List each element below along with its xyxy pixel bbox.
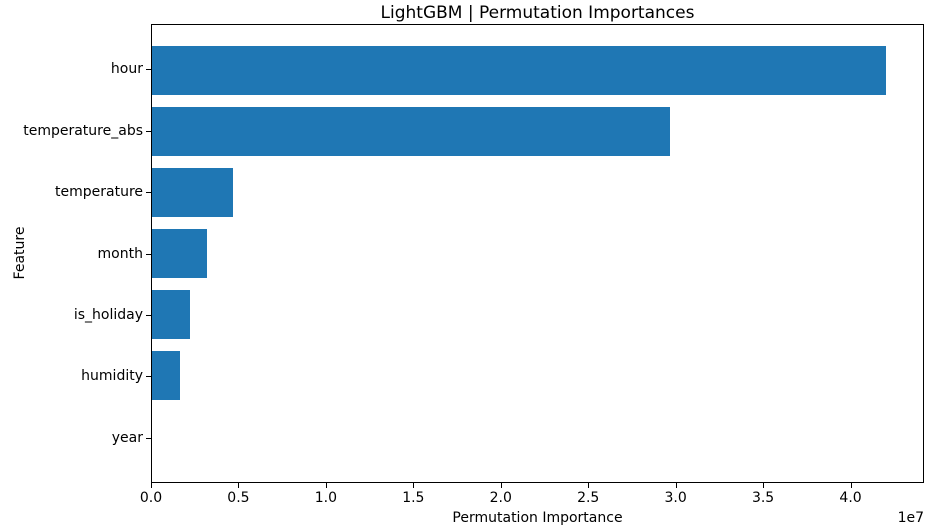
x-tick-label-1.0: 1.0 bbox=[314, 490, 337, 506]
y-tick-label-humidity: humidity bbox=[81, 368, 143, 385]
x-tick-label-1.5: 1.5 bbox=[402, 490, 425, 506]
y-tick-mark bbox=[146, 254, 151, 255]
bar-temperature bbox=[152, 167, 234, 217]
x-tick-label-3.5: 3.5 bbox=[751, 490, 775, 506]
x-tick-mark bbox=[676, 483, 677, 488]
bar-hour bbox=[152, 45, 887, 95]
x-tick-mark bbox=[851, 483, 852, 488]
y-tick-label-month: month bbox=[97, 245, 143, 262]
bar-month bbox=[152, 229, 208, 278]
y-tick-mark bbox=[146, 376, 151, 377]
y-tick-label-hour: hour bbox=[110, 61, 143, 78]
x-tick-mark bbox=[501, 483, 502, 488]
x-tick-mark bbox=[763, 483, 764, 488]
x-tick-label-2.5: 2.5 bbox=[577, 490, 600, 506]
x-tick-label-0.0: 0.0 bbox=[139, 490, 163, 506]
y-tick-mark bbox=[146, 315, 151, 316]
x-tick-mark bbox=[151, 483, 152, 488]
bar-is_holiday bbox=[152, 290, 191, 340]
y-tick-mark bbox=[146, 438, 151, 439]
x-tick-mark bbox=[588, 483, 589, 488]
x-tick-label-0.5: 0.5 bbox=[227, 490, 250, 506]
y-tick-mark bbox=[146, 131, 151, 132]
bar-humidity bbox=[152, 351, 181, 401]
y-tick-label-is_holiday: is_holiday bbox=[73, 306, 143, 323]
x-axis-label: Permutation Importance bbox=[452, 510, 623, 526]
y-tick-mark bbox=[146, 69, 151, 70]
x-tick-label-4.0: 4.0 bbox=[839, 490, 862, 506]
x-tick-label-3.0: 3.0 bbox=[664, 490, 687, 506]
x-tick-mark bbox=[413, 483, 414, 488]
chart-title: LightGBM | Permutation Importances bbox=[380, 3, 695, 23]
x-tick-label-2.0: 2.0 bbox=[489, 490, 512, 506]
y-tick-mark bbox=[146, 192, 151, 193]
plot-area bbox=[151, 24, 924, 483]
y-tick-label-temperature_abs: temperature_abs bbox=[23, 122, 143, 139]
y-tick-label-temperature: temperature bbox=[55, 184, 143, 201]
y-tick-label-year: year bbox=[111, 429, 143, 446]
bar-temperature_abs bbox=[152, 106, 671, 156]
x-tick-mark bbox=[238, 483, 239, 488]
x-axis-offset-text: 1e7 bbox=[897, 510, 924, 526]
x-tick-mark bbox=[326, 483, 327, 488]
